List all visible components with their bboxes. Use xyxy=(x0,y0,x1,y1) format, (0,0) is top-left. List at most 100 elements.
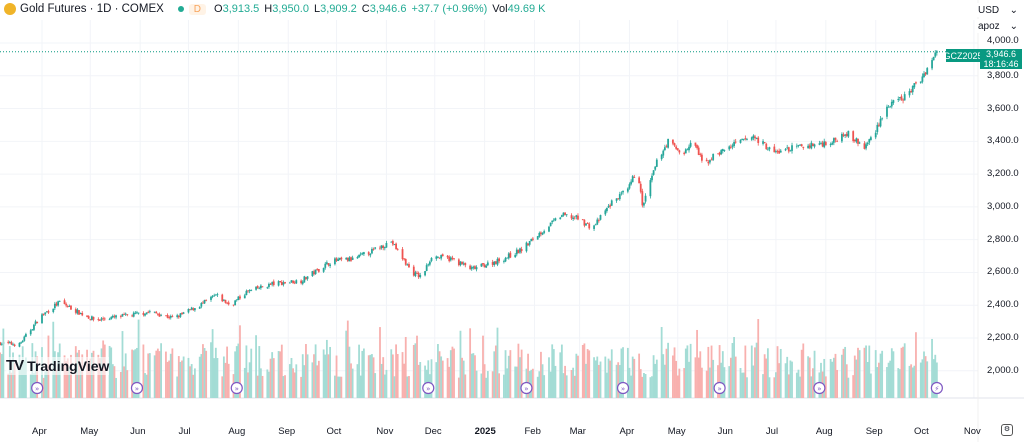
candle-body xyxy=(177,315,180,318)
candle-body xyxy=(663,147,666,150)
volume-bar xyxy=(491,371,494,398)
volume-bar xyxy=(317,360,320,398)
candle-body xyxy=(65,303,68,306)
candle-body xyxy=(633,177,636,178)
candle-body xyxy=(44,312,47,315)
auto-scale-icon[interactable]: ⚙ xyxy=(1001,424,1013,436)
volume-bar xyxy=(776,346,779,398)
volume-bar xyxy=(620,348,623,398)
volume-bar xyxy=(90,352,93,398)
event-split-icon xyxy=(813,381,826,395)
symbol-title[interactable]: Gold Futures · 1D · COMEX xyxy=(20,3,164,15)
tradingview-logo[interactable]: TV TradingView xyxy=(6,357,110,375)
volume-bar xyxy=(348,346,351,398)
volume-bar xyxy=(435,362,438,398)
candle-body xyxy=(144,314,146,316)
volume-bar xyxy=(29,374,32,398)
candle-body xyxy=(630,181,632,185)
volume-bar xyxy=(855,359,858,398)
candle-body xyxy=(638,177,641,184)
volume-bar xyxy=(156,348,159,398)
candle-body xyxy=(182,312,185,314)
volume-bar xyxy=(581,345,584,398)
candle-body xyxy=(886,106,888,117)
candle-body xyxy=(536,236,539,240)
volume-bar xyxy=(245,345,248,398)
candle-body xyxy=(327,263,330,266)
open-value: 3,913.5 xyxy=(222,3,260,15)
unit-select[interactable]: apoz ⌄ xyxy=(976,19,1020,33)
candle-body xyxy=(926,68,929,75)
currency-select[interactable]: USD ⌄ xyxy=(976,3,1020,17)
candle-body xyxy=(808,145,811,148)
candle-body xyxy=(211,296,214,298)
candle-body xyxy=(358,254,360,258)
candle-body xyxy=(300,280,303,284)
candle-body xyxy=(356,257,359,259)
volume-bar xyxy=(248,362,251,398)
candle-body xyxy=(480,263,483,267)
volume-bar xyxy=(538,371,541,398)
volume-bar xyxy=(762,374,764,398)
volume-bar xyxy=(878,362,880,398)
volume-bar xyxy=(752,365,755,398)
candle-body xyxy=(673,143,676,146)
volume-bar xyxy=(362,348,365,398)
candle-body xyxy=(335,258,338,261)
candle-body xyxy=(374,247,377,249)
volume-bar xyxy=(710,345,713,398)
volume-bar xyxy=(482,335,484,398)
candle-body xyxy=(921,76,924,82)
candle-body xyxy=(222,299,225,301)
candle-body xyxy=(866,142,869,145)
candle-body xyxy=(134,312,137,314)
candle-body xyxy=(823,141,826,148)
candle-body xyxy=(705,159,708,162)
candle-body xyxy=(515,249,518,255)
candle-body xyxy=(440,255,443,259)
volume-bar xyxy=(311,362,314,398)
volume-bar xyxy=(269,358,272,398)
volume-bar xyxy=(483,364,486,398)
volume-bar xyxy=(720,362,723,398)
volume-bar xyxy=(271,352,274,398)
volume-bar xyxy=(610,349,613,398)
volume-bar xyxy=(295,364,298,398)
candle-body xyxy=(464,262,467,266)
volume-bar xyxy=(457,377,460,398)
volume-bar xyxy=(113,366,116,398)
candle-body xyxy=(63,300,66,304)
candle-body xyxy=(710,159,713,161)
volume-bar xyxy=(755,342,758,398)
volume-bar xyxy=(868,345,871,398)
candle-body xyxy=(842,134,845,136)
candle-body xyxy=(338,257,341,260)
volume-bar xyxy=(853,355,856,398)
candle-body xyxy=(259,285,262,289)
volume-bar xyxy=(155,350,158,398)
volume-bar xyxy=(97,354,100,398)
volume-bar xyxy=(334,375,336,398)
volume-bar xyxy=(284,375,286,398)
candle-body xyxy=(599,215,602,220)
candle-body xyxy=(588,223,591,229)
candle-body xyxy=(649,180,652,197)
candle-body xyxy=(425,265,428,271)
volume-bar xyxy=(247,372,249,398)
candle-body xyxy=(123,313,125,315)
candle-body xyxy=(549,222,552,227)
candle-body xyxy=(111,315,114,318)
volume-bar xyxy=(305,344,307,398)
volume-bar xyxy=(503,374,505,398)
candle-body xyxy=(136,312,138,314)
candle-body xyxy=(552,219,555,221)
volume-bar xyxy=(438,351,441,398)
volume-bar xyxy=(881,350,884,398)
volume-bar xyxy=(585,363,587,398)
candle-body xyxy=(910,90,913,93)
candle-body xyxy=(586,223,589,224)
volume-bar xyxy=(552,349,555,398)
candle-body xyxy=(813,144,816,147)
volume-bar xyxy=(18,354,21,398)
